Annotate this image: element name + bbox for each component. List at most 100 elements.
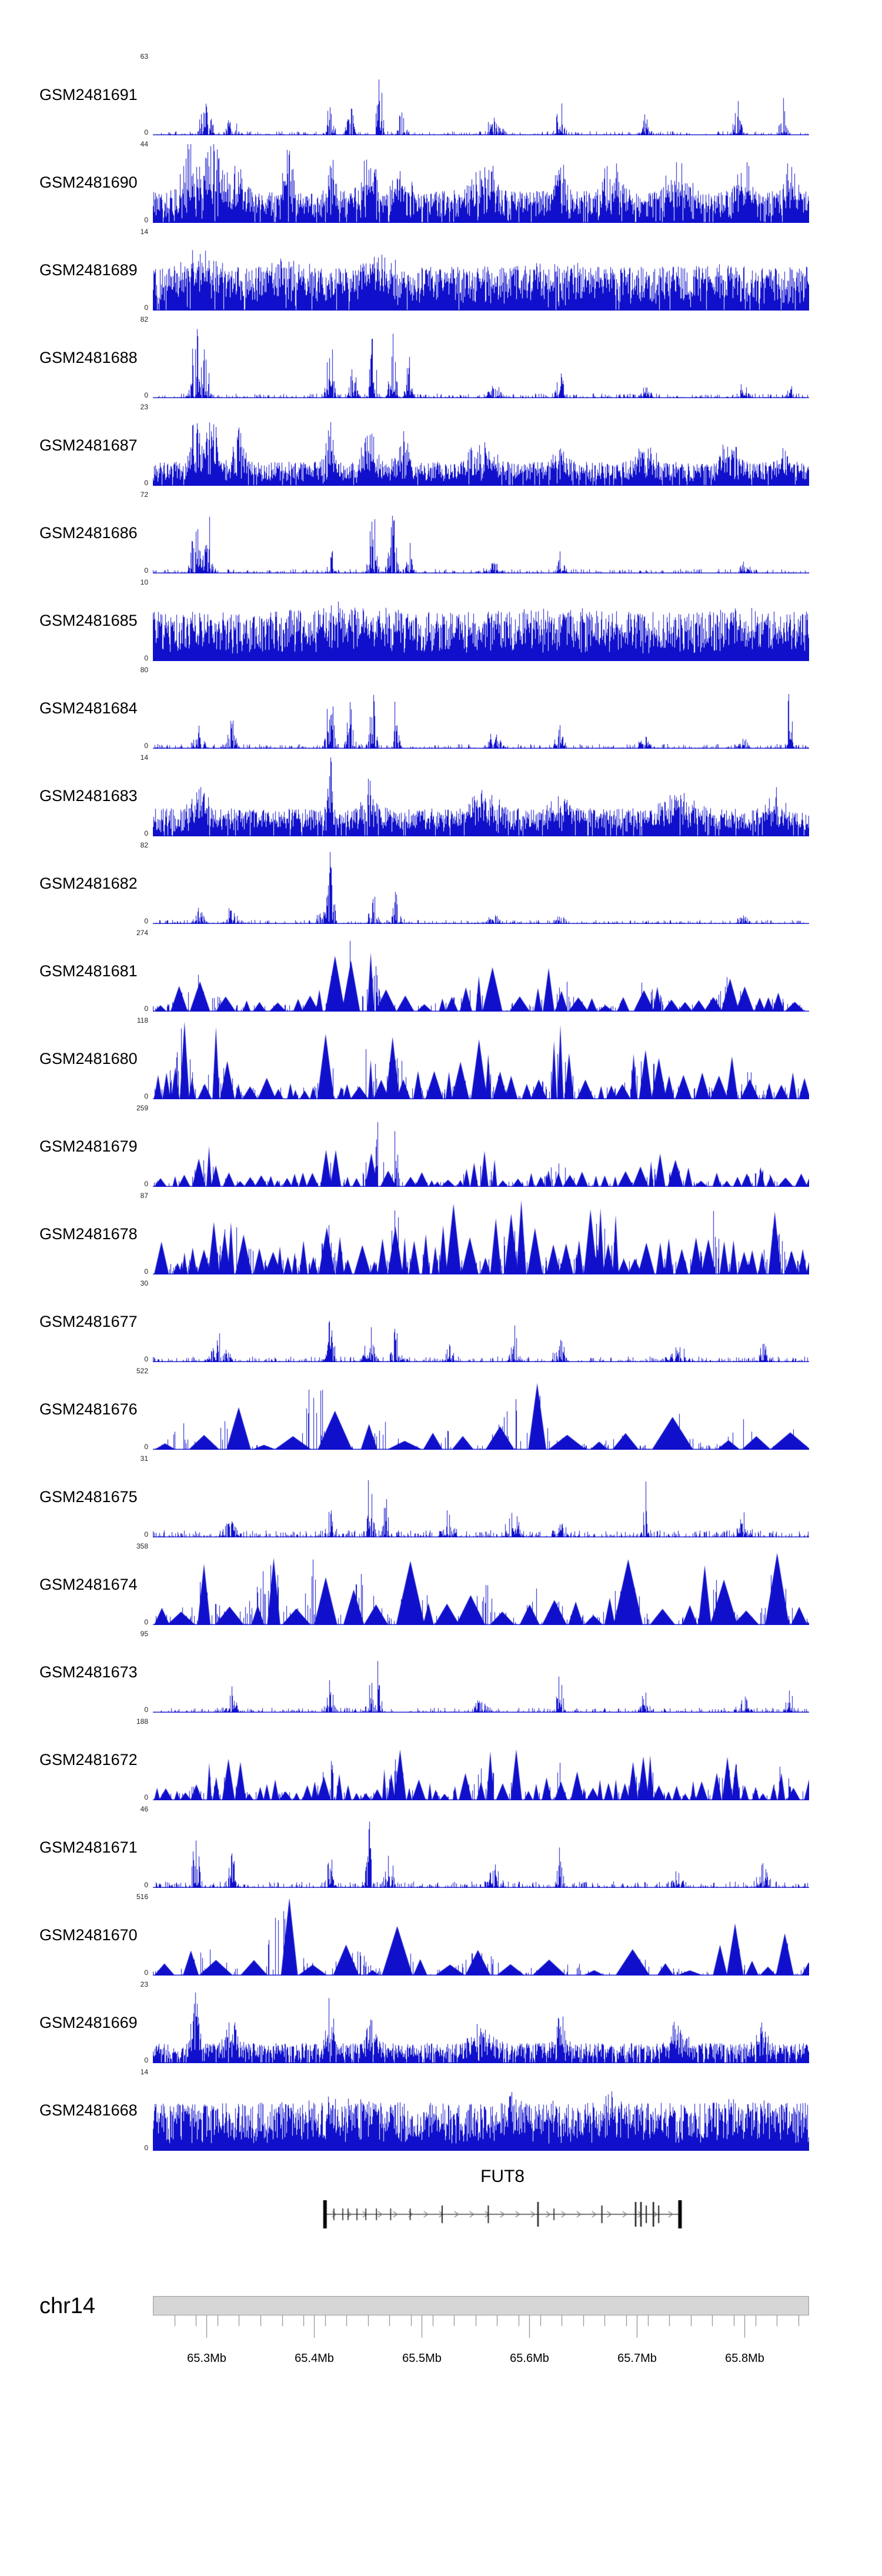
track-label: GSM2481668 (39, 2101, 138, 2119)
coordinate-tick-label: 65.3Mb (187, 2352, 226, 2365)
track-label: GSM2481682 (39, 875, 138, 892)
track-signal-plot (153, 844, 809, 924)
track-ymax-label: 31 (140, 1454, 148, 1463)
track-ymax-label: 23 (140, 1980, 148, 1988)
track-ymin-label: 0 (144, 1530, 148, 1539)
track-signal-plot (153, 1194, 809, 1274)
track-signal-plot (153, 756, 809, 836)
track-label: GSM2481679 (39, 1137, 138, 1155)
track-row: GSM2481683 14 0 (0, 753, 882, 844)
track-label: GSM2481671 (39, 1838, 138, 1856)
track-ymin-label: 0 (144, 216, 148, 224)
coordinate-tick-label: 65.6Mb (510, 2352, 549, 2365)
track-ymax-label: 118 (136, 1016, 148, 1025)
gene-model (153, 2188, 809, 2241)
track-label: GSM2481688 (39, 349, 138, 366)
coordinate-tick-label: 65.4Mb (295, 2352, 334, 2365)
coordinate-tick-label: 65.7Mb (617, 2352, 657, 2365)
track-ymax-label: 10 (140, 578, 148, 586)
track-ymax-label: 259 (136, 1104, 148, 1112)
track-ymin-label: 0 (144, 917, 148, 925)
track-ymax-label: 14 (140, 753, 148, 762)
track-ymax-label: 87 (140, 1192, 148, 1200)
track-row: GSM2481681 274 0 (0, 929, 882, 1019)
track-ymin-label: 0 (144, 2056, 148, 2064)
track-label: GSM2481681 (39, 962, 138, 980)
track-label: GSM2481685 (39, 612, 138, 629)
track-ymax-label: 358 (136, 1542, 148, 1550)
track-label: GSM2481684 (39, 699, 138, 717)
track-label: GSM2481673 (39, 1663, 138, 1681)
track-ymax-label: 80 (140, 666, 148, 674)
track-label: GSM2481675 (39, 1488, 138, 1506)
track-row: GSM2481685 10 0 (0, 578, 882, 669)
track-ymin-label: 0 (144, 1881, 148, 1889)
track-row: GSM2481672 188 0 (0, 1717, 882, 1808)
track-ymin-label: 0 (144, 2144, 148, 2152)
track-ymax-label: 274 (136, 929, 148, 937)
track-ymin-label: 0 (144, 1706, 148, 1714)
track-ymax-label: 72 (140, 490, 148, 499)
track-ymin-label: 0 (144, 1355, 148, 1363)
track-ymin-label: 0 (144, 303, 148, 312)
track-ymax-label: 188 (136, 1717, 148, 1726)
chromosome-section: chr14 65.3Mb 65.4Mb 65.5Mb 65.6Mb 65.7Mb 65.8… (0, 2295, 882, 2437)
track-ymin-label: 0 (144, 829, 148, 837)
track-row: GSM2481671 46 0 (0, 1805, 882, 1896)
coverage-tracks: GSM2481691 63 0 GSM2481690 44 0 GSM2481689 14 0 G… (0, 52, 882, 2158)
track-signal-plot (153, 143, 809, 223)
track-row: GSM2481678 87 0 (0, 1192, 882, 1282)
track-row: GSM2481688 82 0 (0, 316, 882, 406)
track-signal-plot (153, 406, 809, 486)
track-label: GSM2481683 (39, 787, 138, 805)
track-ymax-label: 14 (140, 228, 148, 236)
track-row: GSM2481686 72 0 (0, 490, 882, 581)
track-signal-plot (153, 1370, 809, 1450)
track-signal-plot (153, 1633, 809, 1713)
track-ymax-label: 46 (140, 1805, 148, 1813)
track-ymin-label: 0 (144, 391, 148, 399)
track-signal-plot (153, 1896, 809, 1976)
track-signal-plot (153, 1282, 809, 1362)
track-row: GSM2481675 31 0 (0, 1454, 882, 1545)
track-label: GSM2481672 (39, 1751, 138, 1769)
track-ymin-label: 0 (144, 479, 148, 487)
track-ymax-label: 522 (136, 1367, 148, 1375)
track-ymin-label: 0 (144, 1005, 148, 1013)
gene-annotation-section: FUT8 (0, 2167, 882, 2255)
track-ymin-label: 0 (144, 1793, 148, 1801)
track-label: GSM2481686 (39, 524, 138, 542)
track-row: GSM2481687 23 0 (0, 403, 882, 493)
track-label: GSM2481669 (39, 2014, 138, 2031)
track-ymin-label: 0 (144, 654, 148, 662)
track-signal-plot (153, 318, 809, 398)
track-row: GSM2481670 516 0 (0, 1893, 882, 1983)
track-signal-plot (153, 493, 809, 573)
track-label: GSM2481691 (39, 86, 138, 104)
track-ymax-label: 516 (136, 1893, 148, 1901)
track-ymax-label: 63 (140, 52, 148, 61)
track-signal-plot (153, 1019, 809, 1099)
track-row: GSM2481684 80 0 (0, 666, 882, 756)
track-label: GSM2481680 (39, 1050, 138, 1067)
track-row: GSM2481682 82 0 (0, 841, 882, 932)
track-row: GSM2481679 259 0 (0, 1104, 882, 1194)
track-row: GSM2481677 30 0 (0, 1280, 882, 1370)
track-signal-plot (153, 1720, 809, 1800)
track-row: GSM2481668 14 0 (0, 2068, 882, 2158)
track-ymin-label: 0 (144, 128, 148, 136)
track-row: GSM2481674 358 0 (0, 1542, 882, 1633)
coordinate-tick-label: 65.5Mb (402, 2352, 442, 2365)
coordinate-ruler (153, 2296, 809, 2349)
track-row: GSM2481673 95 0 (0, 1630, 882, 1720)
track-ymin-label: 0 (144, 1443, 148, 1451)
track-label: GSM2481674 (39, 1576, 138, 1593)
track-label: GSM2481689 (39, 261, 138, 279)
track-ymax-label: 44 (140, 140, 148, 148)
track-signal-plot (153, 932, 809, 1012)
track-row: GSM2481689 14 0 (0, 228, 882, 318)
track-ymax-label: 14 (140, 2068, 148, 2076)
gene-name-label: FUT8 (480, 2167, 525, 2186)
track-ymax-label: 82 (140, 841, 148, 849)
